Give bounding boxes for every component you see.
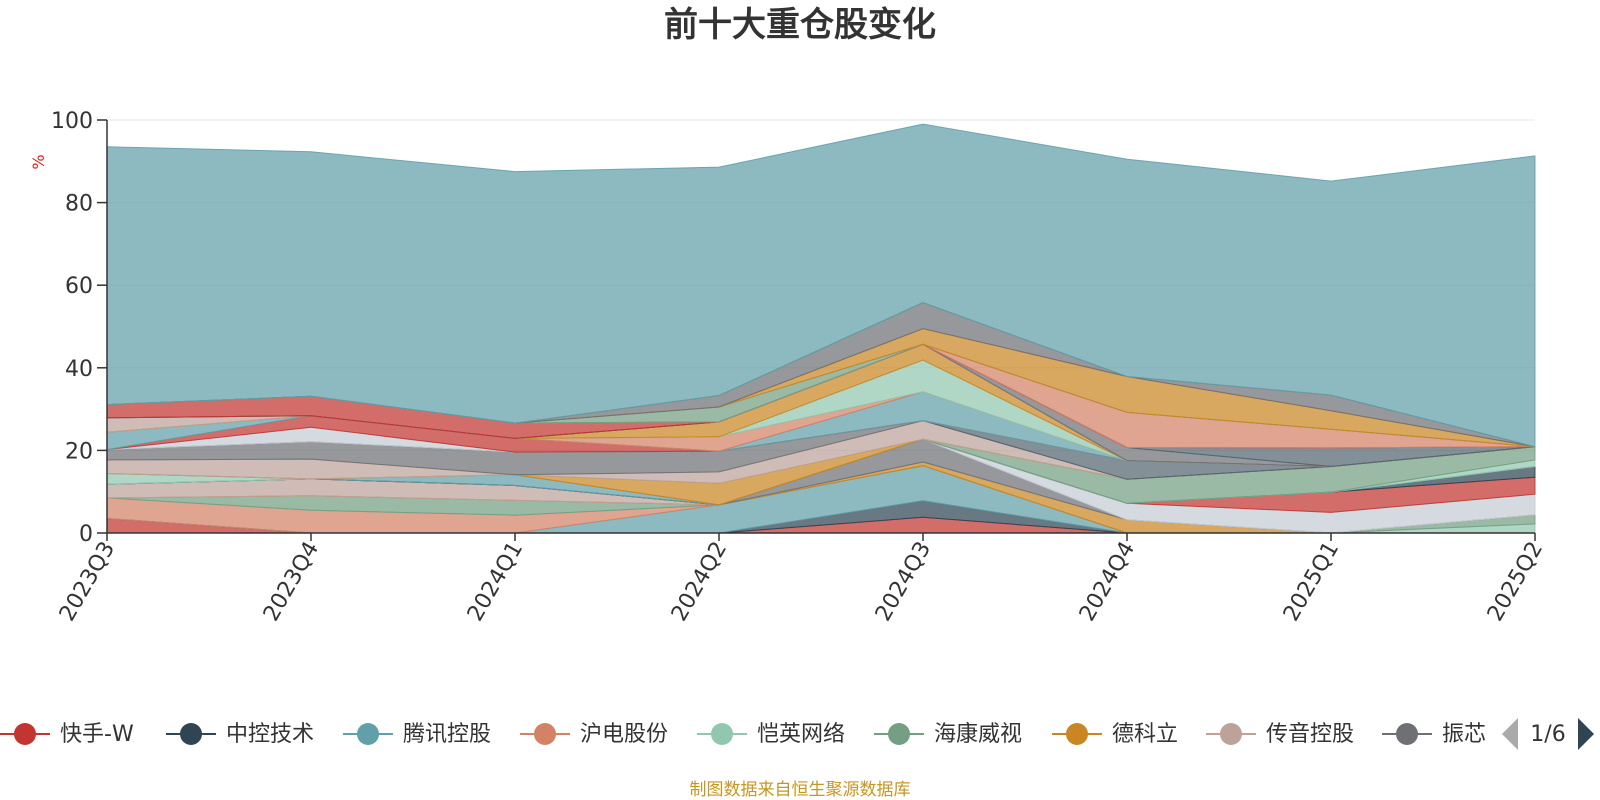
legend-marker-icon [1066,723,1088,745]
legend-pager[interactable]: 1/6 [1502,718,1594,750]
next-page-icon[interactable] [1578,718,1594,750]
legend-marker-icon [14,723,36,745]
legend-marker-icon [711,723,733,745]
x-tick-label: 2024Q1 [463,538,528,626]
legend-marker-icon [180,723,202,745]
legend-item[interactable]: 中控技术 [166,722,314,747]
legend-item[interactable]: 传音控股 [1206,722,1354,747]
legend-label: 腾讯控股 [403,722,491,747]
y-axis-unit: % [29,154,48,169]
chart-title: 前十大重仓股变化 [664,5,936,45]
legend-marker-icon [1220,723,1242,745]
legend-item[interactable]: 腾讯控股 [343,722,491,747]
legend-item[interactable]: 德科立 [1052,722,1178,747]
legend-item[interactable]: 海康威视 [874,722,1022,747]
x-tick-label: 2025Q2 [1483,538,1548,626]
x-tick-label: 2025Q1 [1279,538,1344,626]
x-tick-label: 2024Q2 [667,538,732,626]
y-tick-label: 40 [65,357,93,382]
legend-item[interactable]: 振芯 [1382,722,1486,747]
y-tick-label: 60 [65,274,93,299]
legend-label: 德科立 [1112,722,1178,747]
y-tick-label: 0 [79,522,93,547]
legend-marker-icon [1396,723,1418,745]
legend-label: 快手-W [60,722,134,747]
legend-marker-icon [534,723,556,745]
x-tick-label: 2024Q4 [1075,538,1140,626]
legend-item[interactable]: 快手-W [0,722,134,747]
prev-page-icon[interactable] [1502,718,1518,750]
x-tick-label: 2023Q3 [55,538,120,626]
area-series [106,123,1536,534]
y-tick-label: 80 [65,192,93,217]
legend-label: 海康威视 [934,722,1022,747]
legend-label: 传音控股 [1266,722,1354,747]
legend[interactable]: 快手-W 中控技术 腾讯控股 沪电股份 恺英网络 海康威视 德科立 传音控股 振芯 [0,722,1486,747]
legend-item[interactable]: 沪电股份 [520,722,668,747]
area-series-band [106,123,1536,448]
x-tick-label: 2024Q3 [871,538,936,626]
legend-item[interactable]: 恺英网络 [697,722,845,747]
y-tick-label: 100 [51,109,93,134]
legend-label: 振芯 [1442,722,1486,747]
legend-marker-icon [357,723,379,745]
pager-label: 1/6 [1530,722,1565,747]
legend-marker-icon [888,723,910,745]
x-tick-label: 2023Q4 [259,538,324,626]
data-source-note: 制图数据来自恒生聚源数据库 [690,780,911,800]
legend-label: 沪电股份 [580,722,668,747]
y-tick-label: 20 [65,439,93,464]
legend-label: 恺英网络 [757,722,845,747]
legend-label: 中控技术 [226,722,314,747]
